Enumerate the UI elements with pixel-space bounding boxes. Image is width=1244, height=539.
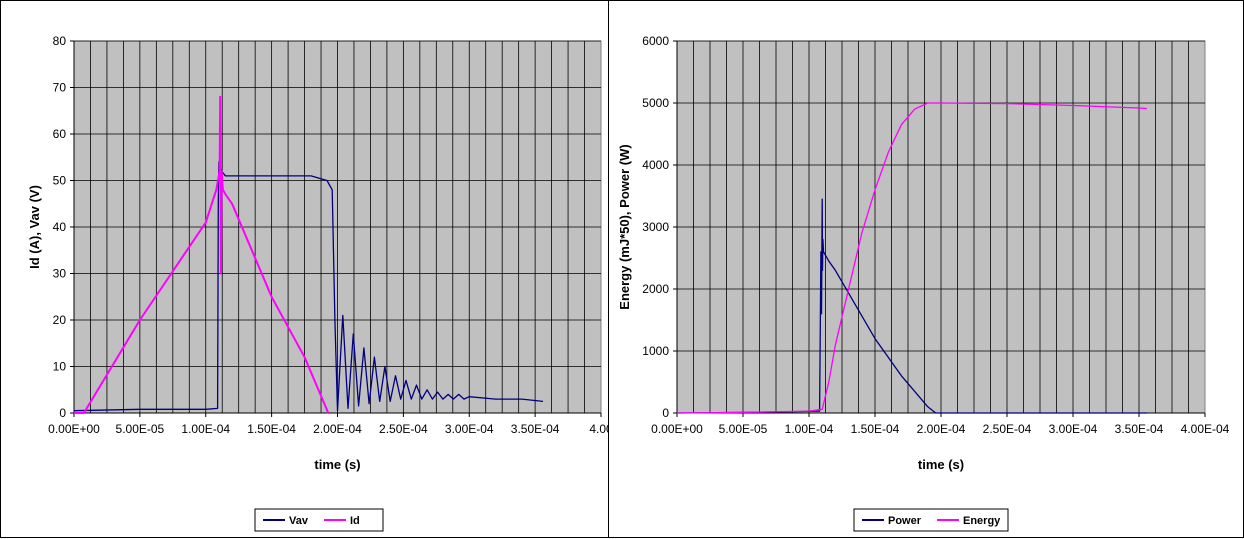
chart0-y-axis-title: Id (A), Vav (V) (27, 185, 42, 269)
chart0-x-tick-label: 2.00E-04 (313, 422, 362, 436)
chart0-y-tick-label: 50 (53, 174, 67, 188)
chart1-x-tick-label: 4.00E-04 (1181, 422, 1230, 436)
chart1-x-tick-label: 2.50E-04 (983, 422, 1032, 436)
chart1-y-tick-label: 4000 (642, 158, 669, 172)
chart0-x-tick-label: 3.50E-04 (511, 422, 560, 436)
chart0-x-tick-label: 4.00 (589, 422, 610, 436)
chart1-legend-label-energy: Energy (963, 515, 1001, 527)
chart1-y-tick-label: 5000 (642, 96, 669, 110)
chart0-y-tick-label: 20 (53, 313, 67, 327)
chart1-y-tick-label: 2000 (642, 282, 669, 296)
chart1-legend-box (853, 508, 1009, 532)
chart1-series-energy-line (676, 102, 1147, 414)
chart1-x-tick-label: 0.00E+00 (651, 422, 703, 436)
chart0-series-id-line (74, 95, 330, 414)
chart0-x-tick-label: 5.00E-05 (116, 422, 165, 436)
chart1-y-tick-label: 6000 (642, 34, 669, 48)
chart1-x-tick-label: 3.50E-04 (1115, 422, 1164, 436)
chart1-series-power-line (676, 198, 1147, 414)
chart1-x-tick-label: 5.00E-05 (719, 422, 768, 436)
chart1-y-tick-label: 1000 (642, 344, 669, 358)
chart0-x-axis-title: time (s) (314, 457, 360, 472)
chart0-x-tick-label: 3.00E-04 (445, 422, 494, 436)
chart0-y-tick-label: 0 (59, 406, 66, 420)
chart1-x-tick-label: 1.50E-04 (851, 422, 900, 436)
chart0-x-tick-label: 0.00E+00 (48, 422, 100, 436)
chart1-x-axis-title: time (s) (918, 457, 964, 472)
chart0-y-tick-label: 40 (53, 220, 67, 234)
chart0-y-tick-label: 80 (53, 34, 67, 48)
chart0-legend-label-id: Id (350, 515, 360, 527)
chart0-y-tick-label: 30 (53, 267, 67, 281)
chart1-x-tick-label: 1.00E-04 (785, 422, 834, 436)
chart1-y-tick-label: 0 (662, 406, 669, 420)
chart-left-svg: 0 10 20 30 40 50 60 70 80 0.00E+00 5.00E-05 1.00E-0… (27, 34, 610, 532)
chart-right-svg: 0 1000 2000 3000 4000 5000 6000 0.00E+00 5.00E-0… (617, 34, 1230, 532)
chart0-y-tick-label: 70 (53, 81, 67, 95)
chart0-y-tick-label: 60 (53, 127, 67, 141)
chart1-x-tick-label: 2.00E-04 (917, 422, 966, 436)
chart0-legend-box (254, 508, 384, 532)
chart1-legend-label-power: Power (888, 515, 922, 527)
chart1-y-tick-label: 3000 (642, 220, 669, 234)
chart0-x-tick-label: 2.50E-04 (379, 422, 428, 436)
chart0-x-tick-label: 1.00E-04 (181, 422, 230, 436)
chart0-y-tick-label: 10 (53, 360, 67, 374)
chart0-legend-label-vav: Vav (289, 515, 309, 527)
chart1-y-axis-title: Energy (mJ*50), Power (W) (617, 144, 632, 309)
chart0-x-tick-label: 1.50E-04 (247, 422, 296, 436)
chart-panel-right: 0 1000 2000 3000 4000 5000 6000 0.00E+00 5.00E-0… (608, 0, 1244, 538)
chart0-series-vav-line (73, 161, 544, 412)
chart-panel-left: 0 10 20 30 40 50 60 70 80 0.00E+00 5.00E-05 1.00E-0… (0, 0, 610, 538)
chart1-x-tick-label: 3.00E-04 (1049, 422, 1098, 436)
